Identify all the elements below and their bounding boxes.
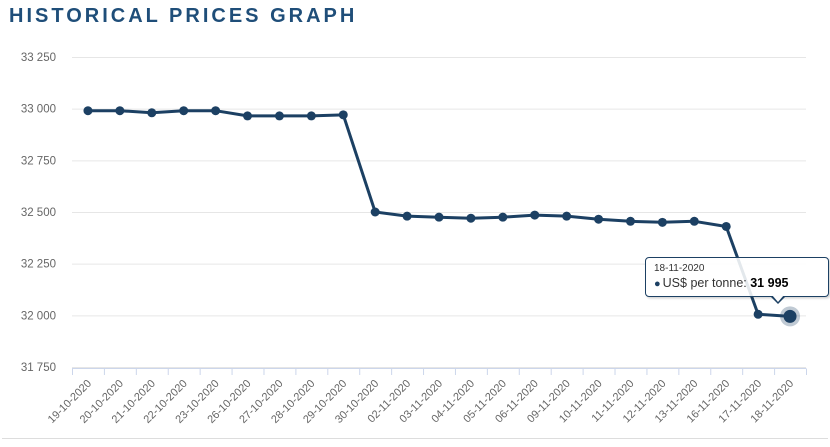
y-axis-label: 32 500 (21, 207, 56, 219)
data-point-marker[interactable] (689, 216, 699, 226)
y-axis-label: 33 250 (21, 52, 56, 64)
page-title: HISTORICAL PRICES GRAPH (9, 5, 358, 27)
y-axis-label: 32 250 (21, 259, 56, 271)
data-point-marker[interactable] (402, 211, 412, 221)
data-point-marker[interactable] (434, 212, 444, 222)
data-point-marker[interactable] (562, 211, 572, 221)
data-point-marker[interactable] (657, 217, 667, 227)
data-point-marker[interactable] (625, 216, 635, 226)
y-axis-label: 33 000 (21, 104, 56, 116)
data-point-marker[interactable] (243, 111, 253, 121)
data-point-marker-active[interactable] (783, 309, 797, 323)
data-point-marker[interactable] (498, 212, 508, 222)
data-point-marker[interactable] (370, 207, 380, 217)
data-point-marker[interactable] (753, 309, 763, 319)
y-axis-label: 32 000 (21, 310, 56, 322)
data-point-marker[interactable] (83, 106, 93, 116)
data-point-marker[interactable] (306, 111, 316, 121)
data-point-marker[interactable] (530, 210, 540, 220)
y-axis-label: 31 750 (21, 362, 56, 374)
data-point-marker[interactable] (115, 106, 125, 116)
data-point-marker[interactable] (147, 108, 157, 118)
data-point-marker[interactable] (211, 106, 221, 116)
data-point-marker[interactable] (466, 213, 476, 223)
y-axis-label: 32 750 (21, 155, 56, 167)
data-point-marker[interactable] (338, 110, 348, 120)
data-point-marker[interactable] (721, 221, 731, 231)
data-point-marker[interactable] (594, 214, 604, 224)
data-point-marker[interactable] (179, 106, 189, 116)
data-point-marker[interactable] (274, 111, 284, 121)
